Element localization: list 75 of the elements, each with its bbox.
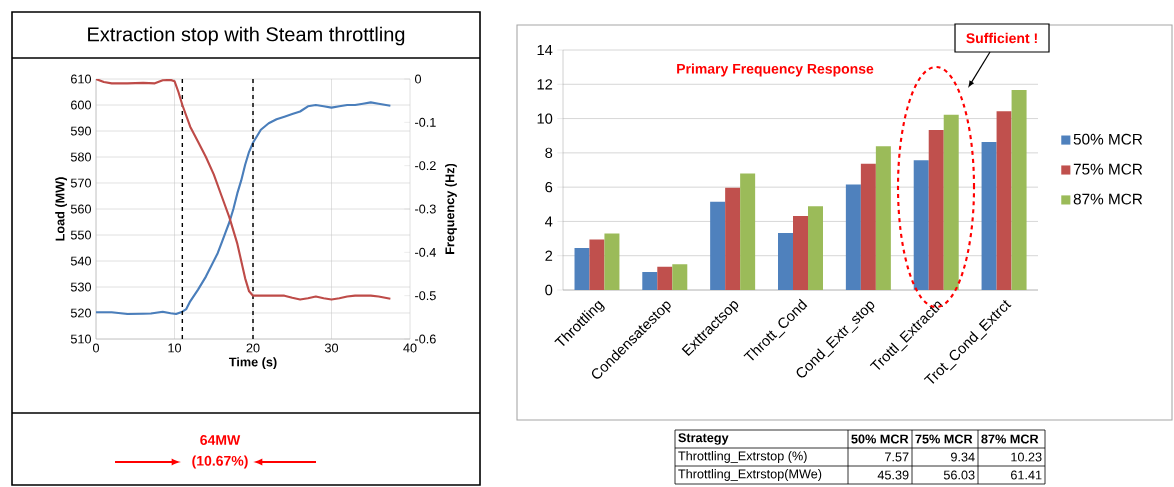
legend-label: 87% MCR	[1073, 193, 1143, 205]
text: 56.03	[943, 470, 975, 480]
y2-tick-label: -0.3	[415, 204, 436, 214]
y-tick-label: 520	[70, 308, 92, 318]
bar	[808, 206, 823, 290]
text: 45.39	[877, 470, 909, 480]
x-axis-title: Time (s)	[228, 357, 277, 369]
bar	[928, 129, 944, 290]
bar	[778, 233, 794, 290]
bar	[725, 187, 741, 290]
y2-tick-label: -0.6	[415, 334, 436, 344]
bar	[981, 142, 997, 290]
bar	[710, 201, 726, 290]
bar	[672, 264, 688, 290]
text: Primary Frequency Response	[677, 63, 874, 77]
y-tick-label: 550	[70, 230, 92, 240]
text: Sufficient !	[966, 32, 1037, 44]
y-tick-label: 14	[537, 44, 553, 56]
y-tick-label: 580	[70, 152, 92, 162]
x-tick-label: 30	[324, 343, 339, 353]
legend-label: 50% MCR	[1073, 133, 1143, 145]
y-tick-label: 4	[545, 216, 553, 227]
y-tick-label: 10	[537, 113, 553, 124]
bar	[845, 184, 861, 290]
bar	[604, 233, 620, 290]
x-tick-label: 0	[92, 343, 100, 353]
text: 61.41	[1011, 470, 1042, 480]
y-tick-label: 560	[70, 204, 92, 214]
text: 87% MCR	[981, 434, 1039, 444]
text: 75% MCR	[915, 434, 973, 444]
bar	[943, 114, 959, 290]
bar	[657, 266, 673, 290]
y-tick-label: 530	[70, 282, 92, 292]
y-tick-label: 600	[71, 100, 92, 110]
x-tick-label: 10	[168, 343, 182, 353]
y2-tick-label: -0.2	[415, 161, 436, 171]
y-tick-label: 540	[70, 256, 92, 266]
text: (10.67%)	[192, 455, 248, 469]
y2-tick-label: -0.1	[415, 117, 436, 127]
bar	[996, 111, 1012, 290]
bar	[574, 248, 590, 290]
text: 64MW	[200, 435, 241, 445]
text: 50% MCR	[851, 434, 909, 444]
y-tick-label: 12	[537, 79, 553, 90]
y-tick-label: 510	[70, 334, 92, 344]
text: Throttling_Extrstop (%)	[678, 451, 807, 463]
y-tick-label: 610	[71, 74, 92, 84]
x-tick-label: 20	[246, 343, 260, 353]
bar	[740, 173, 756, 290]
text: 10.23	[1011, 452, 1042, 462]
bar	[860, 163, 876, 290]
text: Throttling_Extrstop(MWe)	[678, 469, 822, 481]
y2-tick-label: 0	[415, 74, 422, 84]
bar	[793, 215, 809, 290]
y-tick-label: 590	[70, 126, 92, 136]
y2-tick-label: -0.4	[415, 247, 436, 257]
y-tick-label: 2	[545, 250, 553, 261]
chart-title: Extraction stop with Steam throttling	[88, 26, 405, 46]
y-tick-label: 570	[70, 178, 92, 188]
legend-label: 75% MCR	[1073, 163, 1143, 175]
y2-axis-title: Frequency (Hz)	[445, 163, 457, 254]
y-tick-label: 6	[545, 181, 553, 193]
y-tick-label: 0	[545, 284, 553, 296]
text: Strategy	[678, 433, 729, 445]
y-axis-title: Load (MW)	[55, 177, 68, 241]
text: 9.34	[951, 452, 975, 462]
x-tick-label: 40	[403, 343, 417, 353]
y2-tick-label: -0.5	[415, 291, 436, 301]
bar	[589, 239, 605, 290]
bar	[875, 146, 891, 290]
bar	[1011, 89, 1027, 290]
y-tick-label: 8	[545, 147, 553, 159]
bar	[642, 272, 658, 290]
text: 7.57	[885, 452, 909, 462]
bar	[913, 160, 929, 290]
